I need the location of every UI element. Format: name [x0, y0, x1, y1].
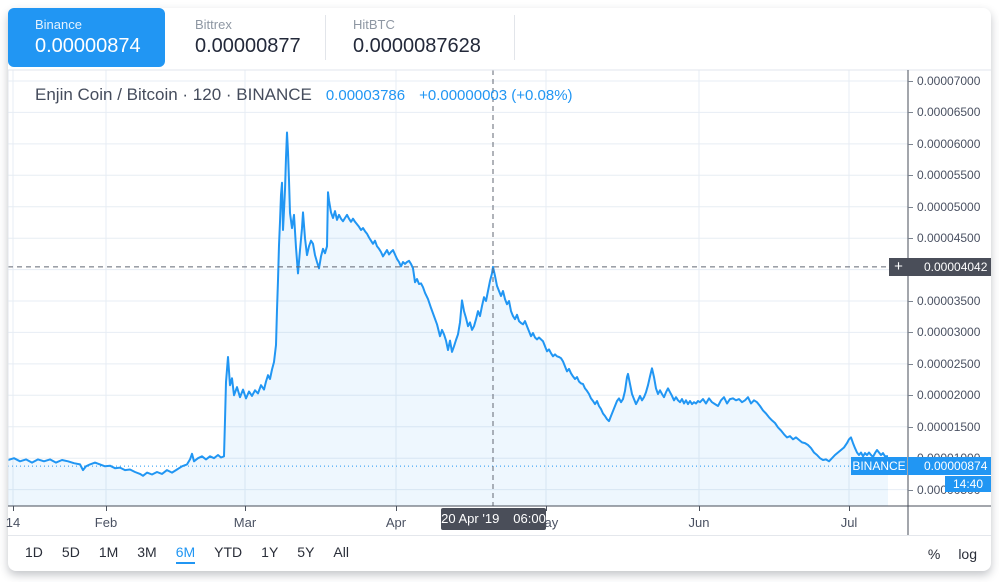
y-axis-tick-mark — [908, 112, 913, 114]
x-axis-tick-label: Feb — [94, 515, 118, 530]
range-toolbar: 1D 5D 1M 3M 6M YTD 1Y 5Y All % log — [8, 535, 991, 571]
tab-label: Bittrex — [195, 17, 232, 32]
exchange-price-flag: BINANCE — [851, 457, 907, 476]
tab-divider — [514, 15, 515, 60]
x-axis-tick-mark — [13, 506, 14, 511]
tab-price: 0.00000874 — [35, 35, 141, 57]
x-axis-tick-label: Jun — [688, 515, 710, 530]
price-change-value: +0.00000003 (+0.08%) — [419, 87, 573, 104]
crosshair-time: 06:00 — [513, 511, 546, 526]
tab-label: Binance — [35, 17, 82, 32]
symbol-title: Enjin Coin / Bitcoin · 120 · BINANCE — [35, 85, 312, 104]
percent-scale-button[interactable]: % — [927, 545, 941, 562]
y-axis-tick-mark — [908, 301, 913, 302]
y-axis-tick-label: 0.00004500 — [917, 231, 981, 246]
x-axis-tick-mark — [546, 506, 547, 511]
x-axis-tick-mark — [699, 506, 700, 511]
tab-price: 0.00000877 — [195, 35, 301, 57]
y-axis-tick-mark — [908, 175, 913, 177]
x-axis-tick-mark — [245, 506, 246, 511]
y-axis-tick-label: 0.00002500 — [917, 356, 981, 371]
range-button-all[interactable]: All — [333, 543, 349, 560]
tab-price: 0.0000087628 — [353, 35, 481, 57]
tab-divider — [325, 15, 326, 60]
y-axis-tick-label: 0.00005000 — [917, 199, 981, 214]
y-axis-tick-mark — [908, 332, 913, 334]
y-axis-tick-mark — [908, 143, 913, 145]
log-scale-button[interactable]: log — [958, 545, 977, 562]
last-price-badge: 0.00000874 — [908, 457, 991, 476]
x-axis-tick-mark — [396, 506, 397, 511]
scale-buttons: % log — [928, 546, 977, 562]
x-axis-tick-mark — [106, 506, 107, 511]
crosshair-date: 20 Apr '19 — [441, 511, 500, 526]
bar-countdown-badge: 14:40 — [945, 476, 991, 493]
crosshair-price-badge: 0.00004042 — [908, 257, 991, 276]
y-axis-tick-label: 0.00003000 — [917, 325, 981, 340]
y-axis-tick-label: 0.00003500 — [917, 294, 981, 308]
tab-binance[interactable]: Binance 0.00000874 — [8, 8, 165, 67]
range-button-5y[interactable]: 5Y — [297, 543, 315, 560]
chart-widget-card: Binance 0.00000874 Bittrex 0.00000877 Hi… — [5, 8, 991, 571]
y-axis-tick-label: 0.00001500 — [917, 419, 981, 434]
tab-hitbtc[interactable]: HitBTC 0.0000087628 — [326, 8, 514, 67]
y-axis-tick-label: 0.00007000 — [917, 74, 981, 88]
y-axis-tick-mark — [908, 489, 913, 491]
tab-label: HitBTC — [353, 17, 395, 32]
range-button-5d[interactable]: 5D — [61, 543, 80, 560]
y-axis-tick-mark — [908, 206, 913, 208]
crosshair-plus-button[interactable]: + — [889, 257, 908, 276]
y-axis-tick-mark — [908, 363, 913, 365]
y-axis-tick-label: 0.00006000 — [917, 136, 981, 151]
range-button-ytd[interactable]: YTD — [214, 543, 243, 560]
y-axis-tick-label: 0.00006500 — [917, 105, 981, 120]
y-axis-tick-label: 0.00002000 — [917, 388, 981, 403]
exchange-tabs: Binance 0.00000874 Bittrex 0.00000877 Hi… — [8, 8, 991, 67]
range-button-1m[interactable]: 1M — [98, 543, 119, 560]
range-buttons: 1D 5D 1M 3M 6M YTD 1Y 5Y All — [25, 544, 349, 564]
y-axis-tick-mark — [908, 426, 913, 428]
x-axis-tick-label: Jul — [840, 515, 858, 530]
x-axis-tick-label: Mar — [233, 515, 257, 530]
x-axis-tick-label: 14 — [5, 515, 21, 530]
last-price-value: 0.00003786 — [325, 87, 406, 104]
price-chart-canvas[interactable] — [8, 8, 991, 571]
y-axis-tick-mark — [908, 238, 913, 240]
y-axis-tick-mark — [908, 395, 913, 397]
range-button-1y[interactable]: 1Y — [261, 543, 279, 560]
range-button-3m[interactable]: 3M — [137, 543, 157, 560]
range-button-1d[interactable]: 1D — [25, 543, 43, 560]
plus-icon: + — [894, 257, 903, 275]
y-axis-tick-label: 0.00005500 — [917, 168, 981, 183]
x-axis-tick-mark — [849, 506, 850, 511]
tab-bittrex[interactable]: Bittrex 0.00000877 — [165, 8, 325, 67]
crosshair-date-tooltip: 20 Apr '19 06:00 — [441, 508, 546, 530]
range-button-6m[interactable]: 6M — [175, 544, 196, 564]
y-axis-tick-mark — [908, 81, 913, 82]
x-axis-tick-label: Apr — [385, 515, 407, 530]
chart-legend: Enjin Coin / Bitcoin · 120 · BINANCE 0.0… — [35, 85, 573, 105]
